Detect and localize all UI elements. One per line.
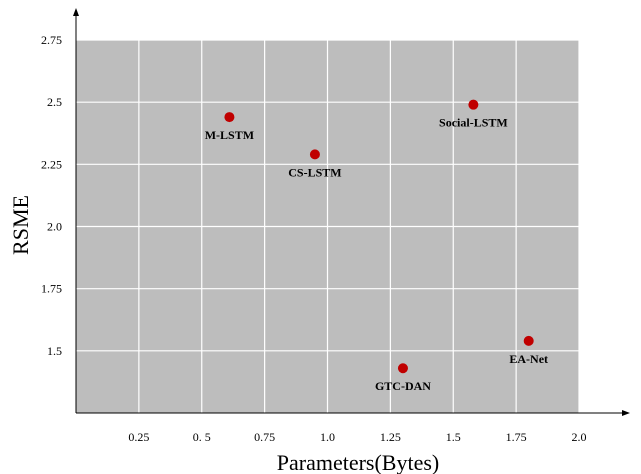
data-point bbox=[224, 112, 235, 123]
x-tick-label: 2.0 bbox=[572, 430, 587, 444]
x-tick-label: 1.0 bbox=[320, 430, 335, 444]
y-axis-arrow bbox=[73, 8, 79, 16]
x-tick-label: 1.75 bbox=[506, 430, 527, 444]
y-axis-title: RSME bbox=[8, 195, 33, 255]
y-tick-labels: 1.5 1.75 2.0 2.25 2.5 2.75 bbox=[41, 33, 62, 358]
data-point-label: GTC-DAN bbox=[375, 379, 431, 393]
y-tick-label: 2.25 bbox=[41, 157, 62, 171]
data-point bbox=[397, 363, 408, 374]
y-tick-label: 1.75 bbox=[41, 282, 62, 296]
y-tick-label: 2.5 bbox=[47, 95, 62, 109]
y-tick-label: 2.75 bbox=[41, 33, 62, 47]
data-point bbox=[523, 335, 534, 346]
x-tick-label: 0.25 bbox=[128, 430, 149, 444]
data-point-label: Social-LSTM bbox=[439, 116, 508, 130]
grid-lines bbox=[76, 39, 580, 413]
x-tick-label: 1.25 bbox=[380, 430, 401, 444]
axes bbox=[73, 8, 630, 416]
data-point bbox=[468, 99, 479, 110]
x-tick-label: 0.75 bbox=[254, 430, 275, 444]
data-point-label: M-LSTM bbox=[205, 128, 254, 142]
data-point-label: EA-Net bbox=[509, 352, 548, 366]
x-tick-labels: 0.25 0. 5 0.75 1.0 1.25 1.5 1.75 2.0 bbox=[128, 430, 586, 444]
y-tick-label: 1.5 bbox=[47, 344, 62, 358]
y-tick-label: 2.0 bbox=[47, 220, 62, 234]
x-tick-label: 0. 5 bbox=[193, 430, 211, 444]
x-axis-title: Parameters(Bytes) bbox=[277, 450, 440, 474]
x-tick-label: 1.5 bbox=[446, 430, 461, 444]
data-points: M-LSTM CS-LSTM Social-LSTM GTC-DAN EA-Net bbox=[205, 99, 548, 393]
data-point bbox=[309, 149, 320, 160]
data-point-label: CS-LSTM bbox=[288, 165, 341, 179]
x-axis-arrow bbox=[622, 410, 630, 416]
